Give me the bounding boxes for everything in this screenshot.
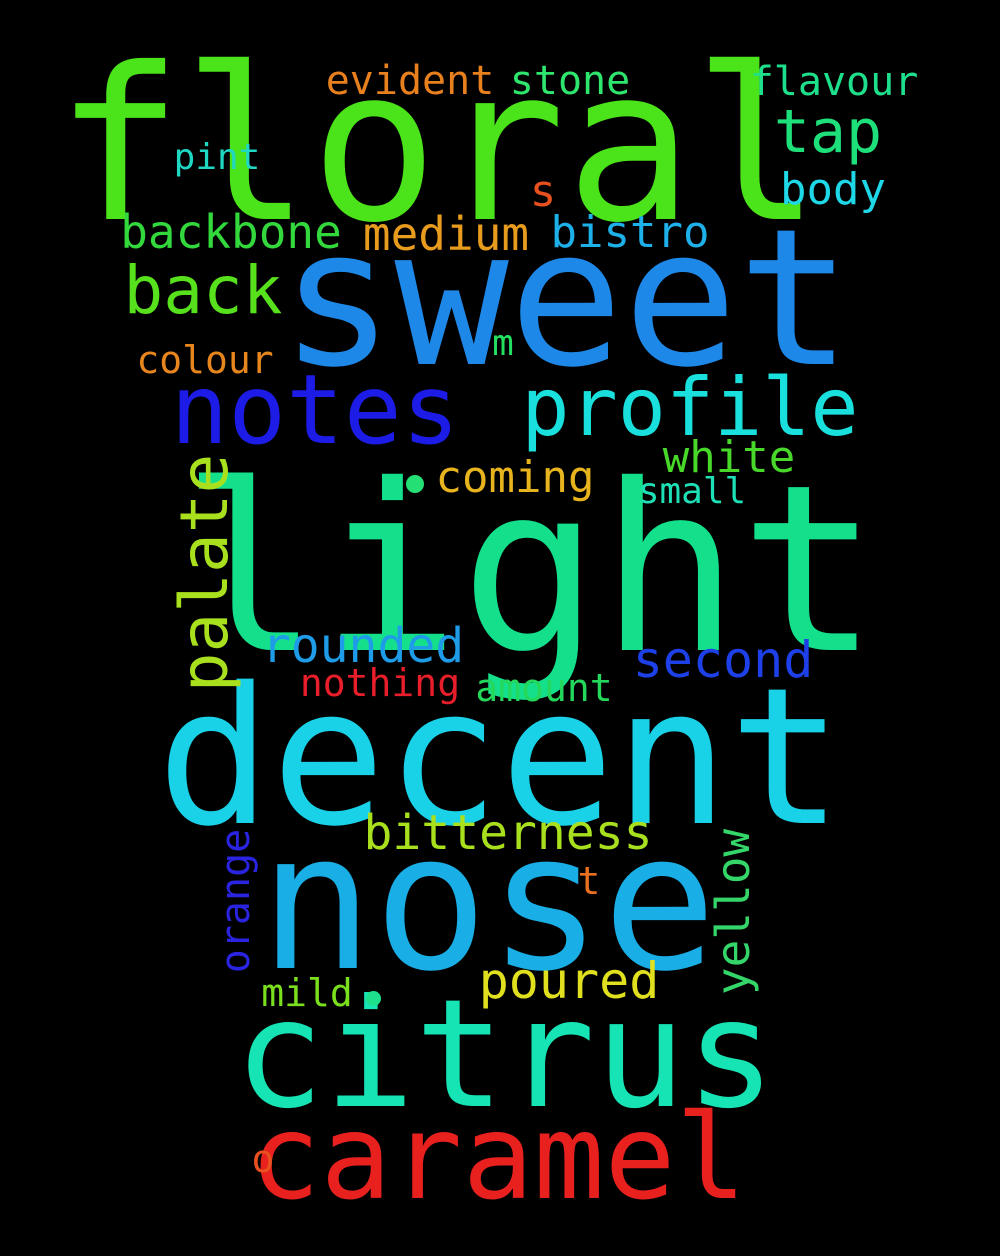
word-yellow: yellow — [706, 828, 760, 996]
word-back: back — [123, 252, 283, 329]
word-nose: nose — [259, 792, 717, 1013]
word-white: white — [662, 432, 796, 483]
word-stone: stone — [509, 58, 631, 104]
word-flavour: flavour — [749, 59, 919, 105]
word-orange: orange — [213, 828, 259, 974]
word-tap: tap — [773, 97, 883, 167]
word-citrus: citrus — [234, 968, 776, 1142]
word-evident: evident — [325, 58, 495, 104]
word-light: light — [180, 435, 880, 705]
word-palate: palate — [166, 453, 243, 693]
word-bitterness: bitterness — [363, 805, 653, 861]
word-m: m — [492, 323, 514, 364]
dot-mark — [406, 475, 424, 493]
word-coming: coming — [435, 452, 595, 503]
word-sweet: sweet — [280, 188, 852, 409]
word-floral: floral — [55, 22, 821, 269]
word-o: o — [251, 1137, 275, 1181]
word-nothing: nothing — [299, 661, 461, 705]
word-small: small — [637, 471, 747, 512]
word-decent: decent — [156, 647, 844, 868]
dot-mark — [366, 991, 381, 1006]
word-bistro: bistro — [550, 207, 710, 258]
word-medium: medium — [362, 207, 530, 261]
word-caramel: caramel — [249, 1088, 747, 1226]
word-rounded: rounded — [261, 618, 465, 674]
word-poured: poured — [478, 952, 660, 1010]
word-body: body — [780, 164, 886, 215]
word-second: second — [632, 631, 814, 689]
word-mild: mild — [261, 971, 353, 1015]
word-t: t — [577, 859, 601, 903]
word-backbone: backbone — [120, 205, 342, 259]
word-pint: pint — [173, 137, 261, 178]
word-profile: profile — [521, 361, 859, 454]
word-s: s — [529, 166, 557, 217]
word-colour: colour — [136, 338, 274, 382]
word-notes: notes — [170, 354, 460, 466]
word-amount: amount — [475, 666, 613, 710]
